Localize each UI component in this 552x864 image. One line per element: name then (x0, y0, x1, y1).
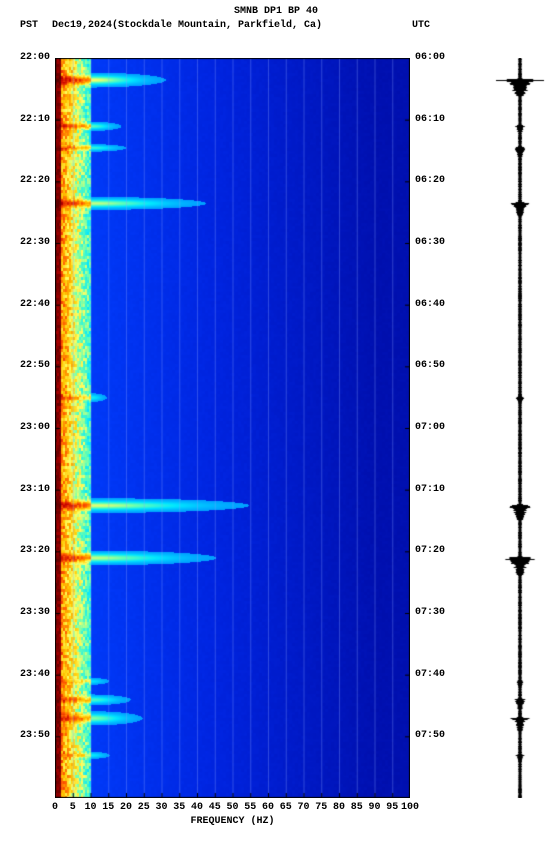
header-pst: PST (20, 20, 38, 31)
ytick-right: 06:20 (415, 175, 445, 186)
ytick-left: 22:00 (0, 52, 50, 63)
spectrogram-plot (55, 58, 410, 798)
ytick-right: 07:50 (415, 730, 445, 741)
ytick-right: 07:10 (415, 484, 445, 495)
header-date: Dec19,2024(Stockdale Mountain, Parkfield… (52, 20, 322, 31)
ytick-right: 06:00 (415, 52, 445, 63)
ytick-left: 23:00 (0, 422, 50, 433)
xtick: 100 (400, 802, 420, 813)
ytick-left: 22:20 (0, 175, 50, 186)
title-line1: SMNB DP1 BP 40 (0, 6, 552, 17)
ytick-left: 22:50 (0, 360, 50, 371)
ytick-left: 22:30 (0, 237, 50, 248)
seismogram-trace (495, 58, 545, 798)
ytick-right: 06:30 (415, 237, 445, 248)
ytick-left: 22:10 (0, 114, 50, 125)
ytick-right: 06:50 (415, 360, 445, 371)
x-axis-label: FREQUENCY (HZ) (55, 816, 410, 827)
ytick-right: 07:20 (415, 545, 445, 556)
ytick-left: 22:40 (0, 299, 50, 310)
ytick-right: 07:30 (415, 607, 445, 618)
ytick-right: 07:40 (415, 669, 445, 680)
header-utc: UTC (412, 20, 430, 31)
ytick-left: 23:30 (0, 607, 50, 618)
ytick-left: 23:20 (0, 545, 50, 556)
ytick-left: 23:10 (0, 484, 50, 495)
ytick-right: 07:00 (415, 422, 445, 433)
ytick-right: 06:10 (415, 114, 445, 125)
ytick-right: 06:40 (415, 299, 445, 310)
ytick-left: 23:40 (0, 669, 50, 680)
ytick-left: 23:50 (0, 730, 50, 741)
